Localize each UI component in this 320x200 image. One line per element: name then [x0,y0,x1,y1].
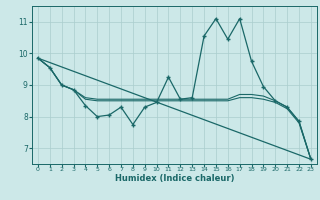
X-axis label: Humidex (Indice chaleur): Humidex (Indice chaleur) [115,174,234,183]
